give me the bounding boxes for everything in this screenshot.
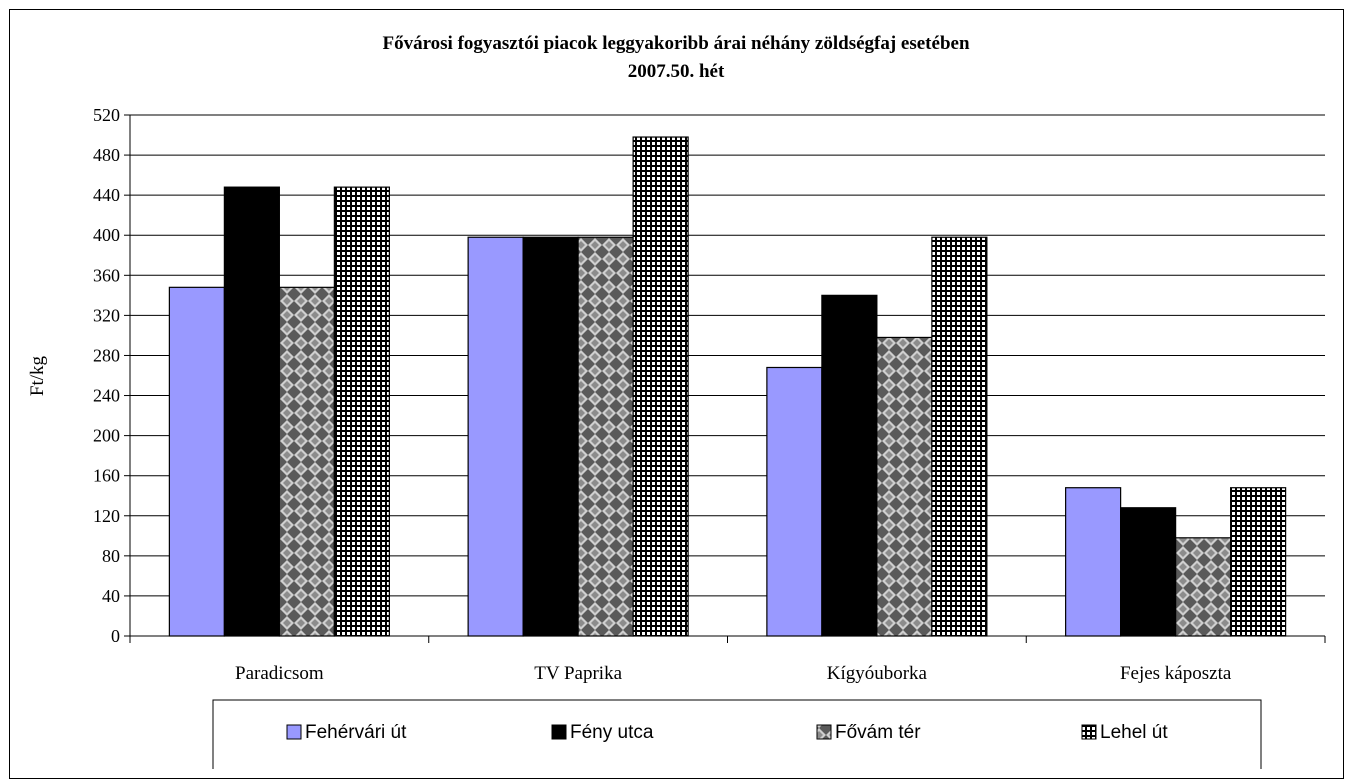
y-tick-label: 440 xyxy=(93,185,120,205)
bars xyxy=(168,136,1287,637)
chart-title: Fővárosi fogyasztói piacok leggyakoribb … xyxy=(382,33,969,54)
bar xyxy=(577,236,634,637)
bar xyxy=(278,286,335,637)
chart-subtitle: 2007.50. hét xyxy=(628,61,725,82)
y-tick-label: 80 xyxy=(102,546,120,566)
bar xyxy=(1230,487,1287,637)
y-tick-label: 360 xyxy=(93,265,120,285)
legend-label: Fény utca xyxy=(570,722,654,743)
bar xyxy=(766,366,823,637)
axes xyxy=(129,115,1326,643)
bar xyxy=(168,286,225,637)
y-axis-label: Ft/kg xyxy=(27,355,48,396)
x-tick-label: Fejes káposzta xyxy=(1120,663,1232,684)
legend-swatch xyxy=(1081,724,1097,740)
x-tick-label: TV Paprika xyxy=(534,663,622,684)
bar xyxy=(931,236,988,637)
y-tick-label: 0 xyxy=(111,626,120,646)
y-tick-label: 280 xyxy=(93,345,120,365)
y-tick-label: 320 xyxy=(93,305,120,325)
x-tick-label: Paradicsom xyxy=(235,663,324,684)
bar xyxy=(1120,507,1177,637)
bar xyxy=(223,186,280,637)
y-tick-label: 480 xyxy=(93,145,120,165)
y-tick-label: 120 xyxy=(93,506,120,526)
legend-label: Lehel út xyxy=(1100,722,1168,743)
legend-label: Fővám tér xyxy=(835,722,921,743)
bar xyxy=(467,236,524,637)
bar xyxy=(876,336,933,637)
y-tick-label: 240 xyxy=(93,386,120,406)
y-tick-label: 160 xyxy=(93,466,120,486)
bar xyxy=(1065,487,1122,637)
y-tick-label: 400 xyxy=(93,225,120,245)
y-tick-label: 40 xyxy=(102,586,120,606)
bar xyxy=(522,236,579,637)
bar xyxy=(632,136,689,637)
bar xyxy=(821,294,878,637)
bar xyxy=(333,186,390,637)
y-tick-label: 520 xyxy=(93,105,120,125)
x-tick-label: Kígyóuborka xyxy=(827,663,928,684)
legend-swatch xyxy=(816,724,832,740)
y-tick-label: 200 xyxy=(93,426,120,446)
legend: Fehérvári út Fény utca Fővám tér Lehel út xyxy=(286,722,1168,743)
legend-swatch xyxy=(286,724,302,740)
y-axis-ticks: 0 40 80 120 160 200 240 280 320 360 400 440 480 520 xyxy=(93,105,130,646)
legend-swatch xyxy=(551,724,567,740)
bar xyxy=(1175,537,1232,637)
legend-label: Fehérvári út xyxy=(305,722,407,743)
x-axis-categories: Paradicsom TV Paprika Kígyóuborka Fejes káp… xyxy=(235,663,1232,684)
